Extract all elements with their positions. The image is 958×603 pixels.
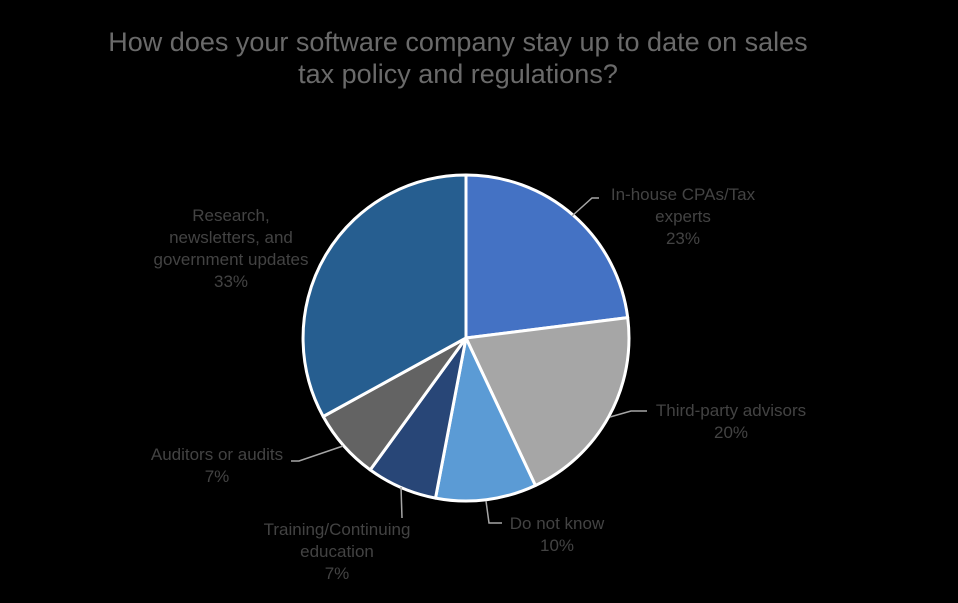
leader-line-3 [400, 486, 403, 519]
label-third-party-advisors: Third-party advisors 20% [655, 401, 807, 442]
label-research-newsletters-government-updates: Research, newsletters, and government up… [153, 206, 309, 291]
leader-line-1 [609, 410, 647, 418]
label-training-continuing-education: Training/Continuing education 7% [263, 520, 411, 583]
label-in-house-cpas-tax-experts: In-house CPAs/Tax experts 23% [610, 185, 756, 248]
leader-line-0 [571, 197, 599, 217]
leader-line-2 [485, 500, 502, 524]
label-do-not-know: Do not know 10% [509, 514, 605, 555]
label-auditors-or-audits: Auditors or audits 7% [150, 445, 284, 486]
pie-slice-1 [464, 316, 631, 487]
chart-title: How does your software company stay up t… [108, 27, 808, 89]
leader-line-4 [291, 445, 344, 462]
pie-slice-2 [434, 336, 537, 503]
pie-slice-5 [301, 173, 468, 418]
pie-slice-0 [464, 173, 630, 340]
